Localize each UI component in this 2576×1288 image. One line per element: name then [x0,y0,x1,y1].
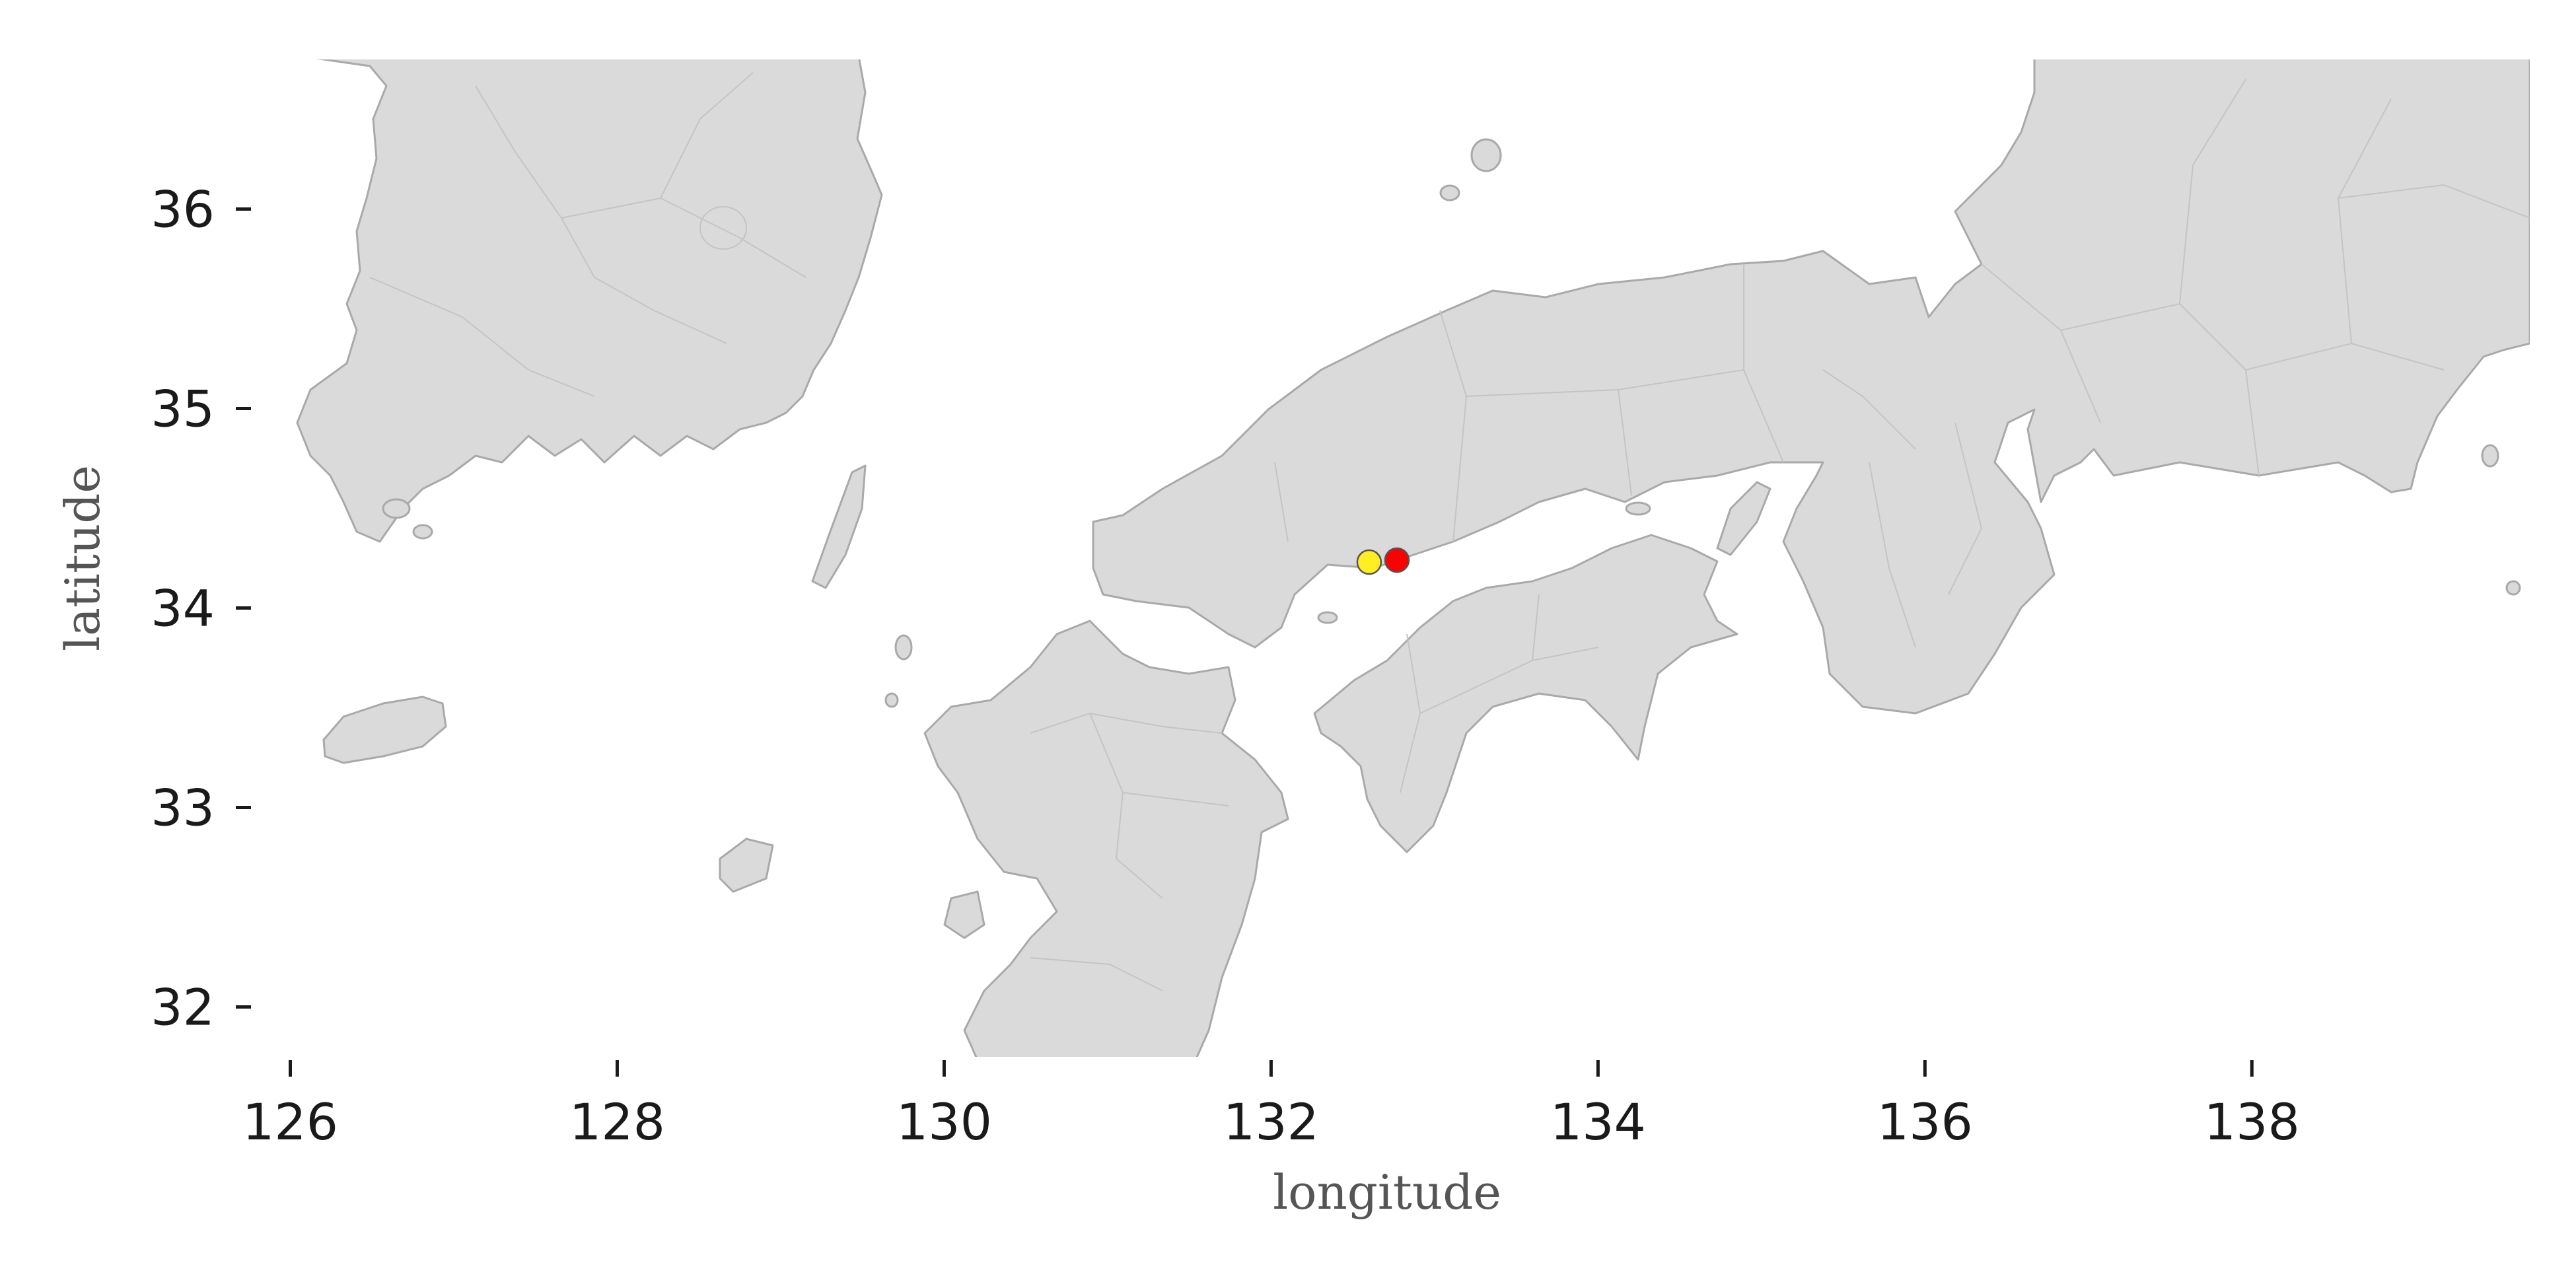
y-tick-label-3: 35 [151,380,215,439]
border-korea-2 [561,197,806,278]
border-kyushu-2 [1089,713,1163,899]
x-axis: 126 128 130 132 134 136 138 [242,1060,2300,1151]
y-tick-label-4: 36 [151,180,215,239]
y-axis: 32 33 34 35 36 [151,180,251,1037]
land-islet-3 [2505,580,2521,596]
land-islet-4 [894,634,913,661]
data-points [1356,547,1410,575]
x-tick-label-6: 138 [2204,1092,2300,1151]
border-honshu-5 [1743,264,1784,463]
border-korea-3 [369,277,595,397]
land-tsushima [811,464,867,589]
y-axis-label: latitude [55,465,110,651]
land-islet-8 [1625,501,1651,516]
land-kyushu [923,620,1289,1057]
x-tick-label-4: 134 [1550,1092,1646,1151]
land-islet-9 [1317,611,1338,624]
data-point-0-0 [1356,549,1382,575]
y-tick-label-0: 32 [151,978,215,1037]
land-jeju [322,696,447,764]
border-honshu-7 [1869,462,1916,648]
land-oki [1470,138,1502,172]
y-tick-label-1: 33 [151,779,215,838]
border-shikoku-3 [1532,594,1540,661]
border-honshu-8 [1948,422,1983,595]
border-kyushu-3 [1122,792,1229,806]
border-honshu-10 [2060,303,2260,476]
border-honshu-14 [2338,184,2530,219]
x-tick-label-0: 126 [242,1092,338,1151]
border-kyushu-1 [1030,712,1223,734]
border-honshu-11 [2179,79,2246,304]
land-islet-2 [2481,444,2499,468]
x-tick-label-3: 132 [1223,1092,1319,1151]
data-point-1-0 [1384,547,1410,573]
x-tick-label-1: 128 [569,1092,665,1151]
border-korea-1 [475,85,727,344]
land-islet-1 [1439,184,1460,201]
border-korea-4 [660,72,754,199]
land-amakusa [943,890,985,939]
land-islet-6 [382,498,411,519]
land-honshu [1092,59,2530,715]
border-kyushu-4 [1030,957,1163,991]
border-honshu-6 [1822,369,1916,450]
land-shikoku [1313,534,1738,853]
y-tick-label-2: 34 [151,579,215,638]
land-islet-7 [412,524,433,540]
x-tick-label-2: 130 [896,1092,992,1151]
basemap [296,59,2530,1057]
land-goto [719,838,774,893]
land-korea [296,59,883,543]
x-tick-label-5: 136 [1877,1092,1973,1151]
land-awaji [1716,481,1771,556]
border-honshu-4 [1618,389,1632,496]
land-islet-5 [884,692,899,708]
border-honshu-1 [1274,462,1289,542]
x-axis-label: longitude [1273,1164,1501,1220]
border-korea-5 [699,206,747,250]
